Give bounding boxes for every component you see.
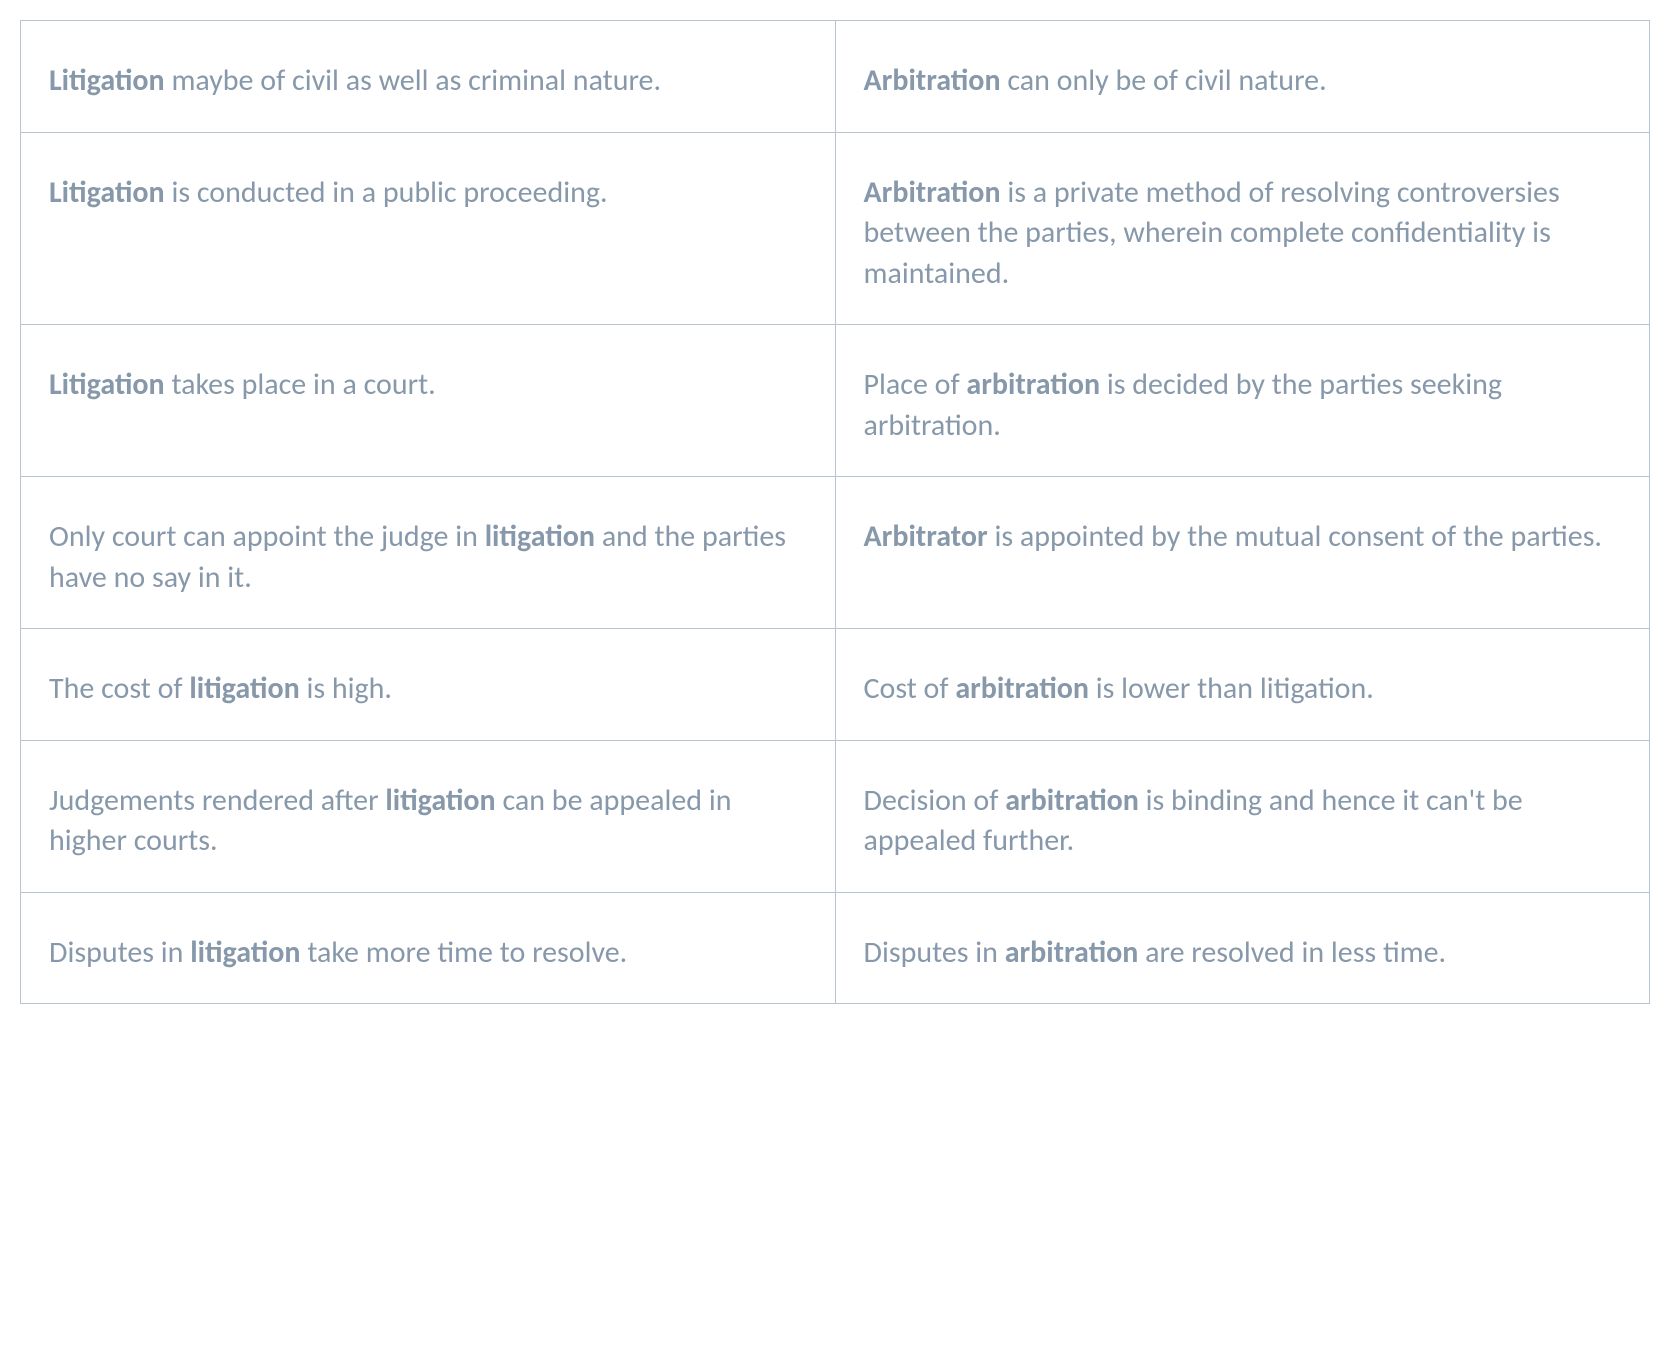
cell-text-segment: are resolved in less time.: [1138, 934, 1446, 971]
cell-text-segment: arbitration: [1005, 782, 1139, 819]
cell-text-segment: litigation: [190, 934, 300, 971]
cell-text-segment: litigation: [485, 518, 595, 555]
cell-text-segment: Judgements rendered after: [49, 782, 385, 819]
cell-text-segment: arbitration: [1005, 934, 1139, 971]
table-row: Litigation maybe of civil as well as cri…: [21, 21, 1650, 133]
litigation-cell: The cost of litigation is high.: [21, 629, 836, 741]
cell-text-segment: Litigation: [49, 366, 165, 403]
cell-text-segment: litigation: [189, 670, 299, 707]
table-row: Disputes in litigation take more time to…: [21, 892, 1650, 1004]
arbitration-cell: Decision of arbitration is binding and h…: [835, 740, 1650, 892]
cell-text-segment: Litigation: [49, 62, 165, 99]
cell-text-segment: Disputes in: [864, 934, 1005, 971]
cell-text-segment: is high.: [300, 670, 392, 707]
cell-text-segment: Cost of: [864, 670, 956, 707]
cell-text-segment: maybe of civil as well as criminal natur…: [165, 62, 661, 99]
cell-text-segment: arbitration: [966, 366, 1100, 403]
cell-text-segment: The cost of: [49, 670, 189, 707]
table-row: Only court can appoint the judge in liti…: [21, 477, 1650, 629]
arbitration-cell: Place of arbitration is decided by the p…: [835, 325, 1650, 477]
table-body: Litigation maybe of civil as well as cri…: [21, 21, 1650, 1004]
arbitration-cell: Disputes in arbitration are resolved in …: [835, 892, 1650, 1004]
arbitration-cell: Cost of arbitration is lower than litiga…: [835, 629, 1650, 741]
cell-text-segment: arbitration: [955, 670, 1089, 707]
cell-text-segment: Arbitration: [864, 174, 1001, 211]
cell-text-segment: litigation: [385, 782, 495, 819]
arbitration-cell: Arbitration can only be of civil nature.: [835, 21, 1650, 133]
cell-text-segment: Decision of: [864, 782, 1006, 819]
litigation-cell: Litigation is conducted in a public proc…: [21, 132, 836, 325]
cell-text-segment: Litigation: [49, 174, 165, 211]
cell-text-segment: is conducted in a public proceeding.: [165, 174, 608, 211]
cell-text-segment: can only be of civil nature.: [1001, 62, 1327, 99]
arbitration-cell: Arbitration is a private method of resol…: [835, 132, 1650, 325]
litigation-cell: Litigation maybe of civil as well as cri…: [21, 21, 836, 133]
cell-text-segment: Arbitration: [864, 62, 1001, 99]
litigation-cell: Disputes in litigation take more time to…: [21, 892, 836, 1004]
arbitration-cell: Arbitrator is appointed by the mutual co…: [835, 477, 1650, 629]
table-row: The cost of litigation is high.Cost of a…: [21, 629, 1650, 741]
cell-text-segment: takes place in a court.: [165, 366, 436, 403]
table-row: Judgements rendered after litigation can…: [21, 740, 1650, 892]
table-row: Litigation is conducted in a public proc…: [21, 132, 1650, 325]
comparison-table: Litigation maybe of civil as well as cri…: [20, 20, 1650, 1004]
cell-text-segment: take more time to resolve.: [301, 934, 628, 971]
cell-text-segment: Disputes in: [49, 934, 190, 971]
cell-text-segment: is appointed by the mutual consent of th…: [988, 518, 1602, 555]
cell-text-segment: Place of: [864, 366, 967, 403]
litigation-cell: Only court can appoint the judge in liti…: [21, 477, 836, 629]
litigation-cell: Judgements rendered after litigation can…: [21, 740, 836, 892]
cell-text-segment: Only court can appoint the judge in: [49, 518, 485, 555]
litigation-cell: Litigation takes place in a court.: [21, 325, 836, 477]
cell-text-segment: Arbitrator: [864, 518, 988, 555]
cell-text-segment: is lower than litigation.: [1089, 670, 1374, 707]
table-row: Litigation takes place in a court.Place …: [21, 325, 1650, 477]
